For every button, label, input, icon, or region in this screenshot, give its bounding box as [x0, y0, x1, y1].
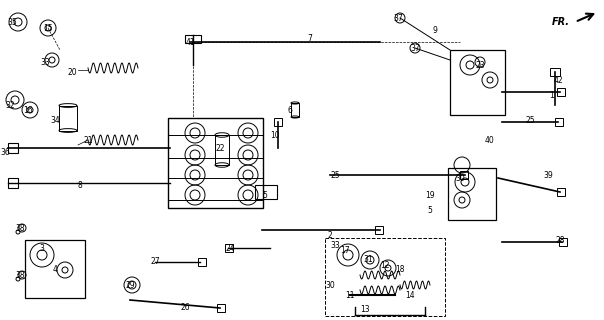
Bar [225, 244, 233, 252]
Text: 40: 40 [485, 135, 495, 145]
Text: 25: 25 [525, 116, 535, 124]
Bar [8, 178, 18, 188]
Bar [559, 238, 567, 246]
Text: FR.: FR. [552, 17, 570, 27]
Bar [325, 238, 445, 316]
Text: 16: 16 [23, 106, 33, 115]
Text: 8: 8 [78, 180, 82, 189]
Bar [8, 143, 18, 153]
Text: 42: 42 [553, 76, 563, 84]
Text: 38: 38 [15, 270, 25, 279]
Bar [450, 50, 505, 115]
Text: 37: 37 [393, 13, 403, 22]
Bar [215, 135, 229, 165]
Text: 27: 27 [150, 258, 160, 267]
Bar [291, 103, 299, 117]
Text: 19: 19 [425, 190, 435, 199]
Text: 37: 37 [410, 44, 420, 52]
Text: 7: 7 [307, 34, 312, 43]
Text: 10: 10 [270, 131, 280, 140]
Text: 12: 12 [381, 260, 390, 269]
Text: 39: 39 [543, 171, 553, 180]
Text: 5: 5 [428, 205, 432, 214]
Bar [198, 258, 206, 266]
Text: 30: 30 [455, 173, 465, 182]
Text: 32: 32 [5, 100, 15, 109]
Text: 24: 24 [225, 244, 235, 252]
Text: 31: 31 [363, 255, 373, 265]
Text: 13: 13 [360, 306, 370, 315]
Bar [185, 35, 201, 43]
Text: 29: 29 [125, 281, 135, 290]
Text: 34: 34 [50, 116, 60, 124]
Text: 4: 4 [53, 266, 57, 275]
Text: 30: 30 [325, 281, 335, 290]
Text: 2: 2 [327, 230, 332, 239]
Text: 35: 35 [7, 18, 17, 27]
Text: 20: 20 [67, 68, 77, 76]
Text: 11: 11 [345, 291, 355, 300]
Text: 41: 41 [185, 37, 195, 46]
Text: 6: 6 [288, 106, 292, 115]
Bar [274, 118, 282, 126]
Bar [255, 185, 277, 199]
Text: 22: 22 [215, 143, 225, 153]
Text: 36: 36 [0, 148, 10, 156]
Bar [375, 226, 383, 234]
Bar [557, 188, 565, 196]
Text: 33: 33 [330, 241, 340, 250]
Text: 18: 18 [395, 266, 405, 275]
Bar [59, 106, 77, 131]
Text: 23: 23 [475, 60, 485, 69]
Bar [25, 240, 85, 298]
Text: 15: 15 [43, 23, 53, 33]
Text: 28: 28 [555, 236, 565, 244]
Text: 14: 14 [405, 291, 415, 300]
Text: 9: 9 [432, 26, 437, 35]
Bar [557, 88, 565, 96]
Bar [550, 68, 560, 76]
Bar [448, 168, 496, 220]
Text: 5: 5 [263, 190, 268, 199]
Bar [555, 118, 563, 126]
Text: 38: 38 [15, 223, 25, 233]
Text: 3: 3 [40, 244, 45, 252]
Bar [217, 304, 225, 312]
Text: 17: 17 [340, 245, 350, 254]
Bar [168, 118, 263, 208]
Text: 21: 21 [83, 135, 93, 145]
Text: 26: 26 [180, 303, 190, 313]
Text: 25: 25 [330, 171, 340, 180]
Text: 1: 1 [550, 91, 554, 100]
Text: 33: 33 [40, 58, 50, 67]
Bar [460, 171, 468, 179]
